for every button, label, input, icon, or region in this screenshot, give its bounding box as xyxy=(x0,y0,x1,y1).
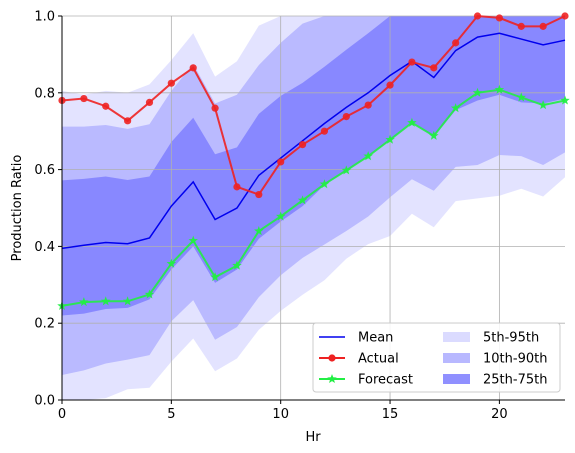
data-point-actual xyxy=(430,64,438,72)
legend-marker-actual xyxy=(328,354,336,362)
data-point-forecast xyxy=(188,235,198,245)
data-point-actual xyxy=(189,64,197,72)
legend-swatch-5th-95th xyxy=(443,332,470,342)
legend-entry-actual: Actual xyxy=(319,352,399,367)
legend-entry-mean: Mean xyxy=(319,331,393,346)
legend-swatch-25th-75th xyxy=(443,374,470,384)
y-tick-label: 0.6 xyxy=(34,163,55,178)
series-forecast xyxy=(57,84,570,310)
data-point-forecast xyxy=(232,260,242,270)
series-line-mean xyxy=(61,32,566,250)
y-tick-label: 0.8 xyxy=(34,86,55,101)
legend-entry-10th-90th: 10th-90th xyxy=(443,352,547,367)
legend-label-forecast: Forecast xyxy=(358,373,413,388)
data-point-actual xyxy=(277,158,285,166)
data-series xyxy=(57,12,570,310)
axes xyxy=(61,16,565,401)
legend: Mean Actual Forecast 5th-95th 10th-90th 25th-… xyxy=(312,322,561,393)
data-point-forecast xyxy=(210,272,220,282)
series-line-forecast xyxy=(61,88,566,307)
data-point-forecast xyxy=(363,151,373,161)
legend-label-actual: Actual xyxy=(358,352,399,367)
data-point-forecast xyxy=(254,226,264,236)
x-tick-label: 5 xyxy=(167,407,175,422)
x-tick-label: 10 xyxy=(272,407,289,422)
band-25th-75th xyxy=(62,16,565,316)
data-point-actual xyxy=(124,117,132,125)
data-point-actual xyxy=(102,102,110,110)
legend-entry-5th-95th: 5th-95th xyxy=(443,331,539,346)
x-tick-label: 0 xyxy=(58,407,66,422)
data-point-actual xyxy=(145,98,154,106)
data-point-forecast xyxy=(275,211,286,221)
series-line-actual xyxy=(61,14,566,196)
data-point-actual xyxy=(167,79,175,87)
series-mean xyxy=(61,32,566,250)
y-axis-ticks: 0.0 0.2 0.4 0.6 0.8 1.0 xyxy=(34,10,62,409)
y-tick-label: 1.0 xyxy=(34,10,55,25)
x-axis-label: Hr xyxy=(305,430,321,445)
legend-label-10th-90th: 10th-90th xyxy=(483,352,547,367)
data-point-actual xyxy=(452,39,460,47)
data-point-forecast xyxy=(407,117,417,127)
data-point-actual xyxy=(211,104,219,112)
data-point-forecast xyxy=(450,103,461,113)
data-point-forecast xyxy=(560,95,570,105)
legend-entry-forecast: Forecast xyxy=(319,373,413,388)
data-point-forecast xyxy=(100,296,111,306)
data-point-forecast xyxy=(144,289,155,299)
data-point-actual xyxy=(233,183,241,191)
data-point-actual xyxy=(342,113,350,121)
data-point-forecast xyxy=(122,296,133,306)
data-point-forecast xyxy=(385,134,395,144)
data-point-forecast xyxy=(341,165,352,175)
y-axis-label: Production Ratio xyxy=(10,155,25,262)
x-tick-label: 15 xyxy=(382,407,399,422)
y-tick-label: 0.0 xyxy=(34,394,55,409)
data-point-actual xyxy=(80,94,88,103)
legend-label-5th-95th: 5th-95th xyxy=(483,331,539,346)
data-point-forecast xyxy=(516,92,527,102)
legend-label-mean: Mean xyxy=(358,331,393,346)
data-point-actual xyxy=(364,101,372,109)
data-point-actual xyxy=(298,141,307,149)
data-point-forecast xyxy=(538,100,548,110)
data-point-actual xyxy=(473,12,482,20)
x-axis-ticks: 0 5 10 15 20 xyxy=(58,400,508,422)
y-tick-label: 0.4 xyxy=(34,240,55,255)
percentile-bands xyxy=(62,16,565,400)
legend-box xyxy=(312,322,561,393)
data-point-forecast xyxy=(319,179,330,189)
data-point-forecast xyxy=(297,195,308,205)
data-point-forecast xyxy=(472,87,483,97)
data-point-actual xyxy=(495,14,503,22)
data-point-forecast xyxy=(429,130,439,140)
y-tick-label: 0.2 xyxy=(34,317,55,332)
x-tick-label: 20 xyxy=(491,407,508,422)
legend-swatch-10th-90th xyxy=(443,353,470,363)
data-point-actual xyxy=(517,22,525,30)
data-point-actual xyxy=(539,22,547,30)
legend-marker-forecast xyxy=(327,374,337,384)
legend-label-25th-75th: 25th-75th xyxy=(483,373,547,388)
legend-entry-25th-75th: 25th-75th xyxy=(443,373,547,388)
data-point-forecast xyxy=(79,297,89,307)
series-actual xyxy=(58,12,569,199)
data-point-actual xyxy=(561,12,569,20)
data-point-forecast xyxy=(166,258,177,268)
data-point-forecast xyxy=(494,84,505,94)
data-point-actual xyxy=(408,58,416,66)
data-point-actual xyxy=(320,127,329,135)
data-point-actual xyxy=(255,190,263,199)
data-point-actual xyxy=(386,81,394,89)
